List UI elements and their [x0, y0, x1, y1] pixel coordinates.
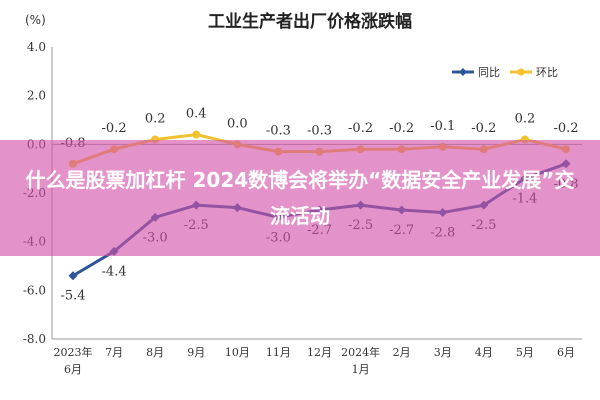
data-label: 0.4: [186, 107, 207, 122]
x-tick-label: 9月: [187, 346, 205, 359]
x-tick-label: 10月: [225, 346, 250, 359]
data-label: 0.0: [227, 116, 248, 131]
x-tick-label: 4月: [475, 346, 493, 359]
x-tick-label: 2024年 1月: [341, 345, 380, 376]
data-label: 0.2: [145, 111, 166, 126]
x-tick-label: 11月: [266, 346, 291, 359]
chart-title: 工业生产者出厂价格涨跌幅: [208, 11, 412, 32]
series-point: [68, 271, 78, 281]
data-label: -5.4: [60, 289, 85, 304]
series-point: [192, 130, 201, 139]
data-label: -0.2: [348, 121, 373, 136]
data-label: -0.3: [266, 124, 291, 139]
y-tick-label: -8.0: [23, 332, 46, 346]
y-tick-label: 2.0: [27, 89, 46, 103]
x-tick-label: 5月: [516, 346, 534, 359]
x-tick-label: 8月: [146, 346, 164, 359]
x-tick-label: 6月: [557, 346, 575, 359]
data-label: -4.4: [102, 264, 127, 279]
legend-marker: [459, 68, 467, 76]
headline-text: 什么是股票加杠杆 2024数博会将举办“数据安全产业发展”交流活动: [25, 168, 575, 228]
data-label: -0.3: [307, 124, 332, 139]
x-tick-label: 2023年 6月: [54, 345, 93, 376]
y-tick-label: 4.0: [27, 40, 46, 54]
data-label: -0.1: [430, 119, 455, 134]
data-label: -0.2: [102, 121, 127, 136]
x-tick-label: 2月: [393, 346, 411, 359]
data-label: -0.2: [471, 121, 496, 136]
x-tick-label: 3月: [434, 346, 452, 359]
data-label: -0.2: [389, 121, 414, 136]
legend-marker: [517, 68, 525, 76]
y-tick-label: -6.0: [23, 283, 46, 297]
unit-label: (%): [25, 13, 46, 27]
data-label: -0.2: [553, 121, 578, 136]
x-ticks: 2023年 6月 7月 8月 9月 10月 11月 12月 2024年 1月 2月 3月 4月 5月 6月: [54, 345, 576, 376]
x-tick-label: 12月: [307, 346, 332, 359]
legend-label: 环比: [536, 66, 558, 79]
legend: 同比 环比: [452, 66, 558, 79]
data-label: 0.2: [515, 111, 536, 126]
x-tick-label: 7月: [105, 346, 123, 359]
headline-banner: 什么是股票加杠杆 2024数博会将举办“数据安全产业发展”交流活动: [0, 140, 600, 256]
legend-label: 同比: [478, 66, 500, 79]
